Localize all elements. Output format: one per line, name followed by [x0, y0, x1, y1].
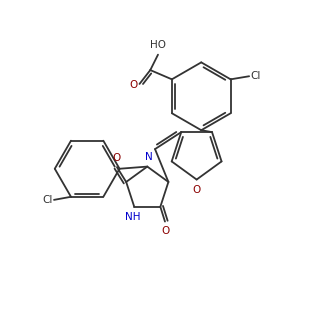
Text: HO: HO: [150, 40, 166, 50]
Text: O: O: [130, 80, 138, 91]
Text: O: O: [193, 185, 201, 195]
Text: O: O: [112, 153, 120, 163]
Text: Cl: Cl: [42, 195, 52, 205]
Text: Cl: Cl: [251, 71, 261, 81]
Text: NH: NH: [125, 212, 140, 222]
Text: O: O: [162, 226, 170, 235]
Text: N: N: [145, 152, 153, 162]
